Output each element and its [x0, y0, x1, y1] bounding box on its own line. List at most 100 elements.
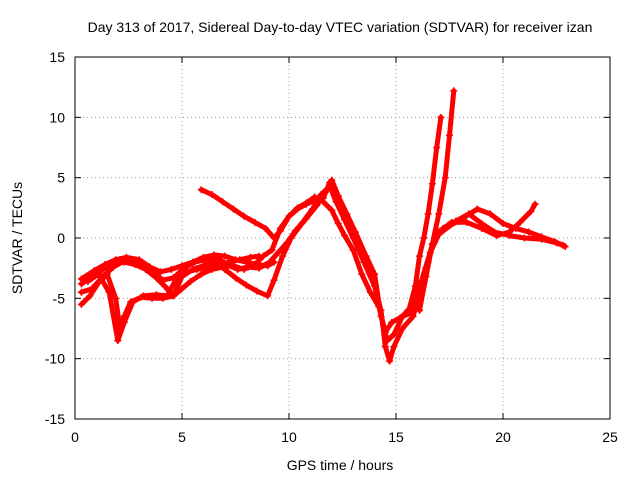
data-point: [486, 210, 494, 218]
y-tick-label: -15: [45, 411, 65, 427]
series-track-g: [416, 87, 458, 314]
data-point: [334, 220, 342, 228]
data-point: [463, 218, 471, 226]
data-point: [478, 224, 486, 232]
x-tick-labels: 0 5 10 15 20 25: [71, 429, 618, 445]
data-point: [550, 238, 558, 246]
data-point: [441, 174, 449, 182]
data-point: [531, 200, 539, 208]
data-point: [520, 234, 528, 242]
data-point: [246, 253, 254, 261]
x-tick-label: 10: [281, 429, 297, 445]
series-track-e: [197, 178, 334, 242]
x-tick-label: 20: [495, 429, 511, 445]
data-point: [210, 251, 218, 259]
data-point: [172, 276, 180, 284]
data-point: [264, 292, 272, 300]
data-point: [110, 263, 118, 271]
data-point: [129, 298, 137, 306]
x-tick-label: 15: [388, 429, 404, 445]
data-point: [294, 205, 302, 213]
data-point: [279, 252, 287, 260]
y-tick-label: 15: [49, 49, 65, 65]
data-point: [371, 270, 379, 278]
data-point: [208, 191, 216, 199]
data-point: [302, 200, 310, 208]
y-tick-label: 5: [57, 170, 65, 186]
data-point: [236, 256, 244, 264]
data-point: [351, 228, 359, 236]
data-point: [499, 220, 507, 228]
x-axis-label: GPS time / hours: [287, 457, 394, 473]
data-point: [167, 265, 175, 273]
data-point: [152, 291, 160, 299]
y-tick-label: -10: [45, 351, 65, 367]
data-point: [204, 263, 212, 271]
data-point: [90, 267, 98, 275]
y-tick-labels: 15 10 5 0 -5 -10 -15: [45, 49, 65, 427]
x-tick-label: 25: [602, 429, 618, 445]
data-point: [84, 277, 92, 285]
y-tick-label: -5: [53, 290, 66, 306]
x-tick-label: 0: [71, 429, 79, 445]
data-point: [199, 253, 207, 261]
data-point: [358, 270, 366, 278]
data-point: [182, 268, 190, 276]
data-point: [240, 265, 248, 273]
data-point: [219, 198, 227, 206]
data-point: [416, 252, 424, 260]
data-point: [525, 228, 533, 236]
data-point: [493, 232, 501, 240]
data-point: [112, 256, 120, 264]
series-line: [417, 88, 457, 313]
data-point: [270, 234, 278, 242]
data-point: [178, 285, 186, 293]
data-point: [274, 248, 282, 256]
data-point: [103, 270, 111, 278]
tick-marks: [74, 56, 611, 420]
data-point: [240, 212, 248, 220]
data-point: [302, 215, 310, 223]
series-track-d: [77, 251, 278, 283]
data-point: [446, 131, 453, 139]
data-point: [105, 288, 113, 296]
data-point: [197, 270, 205, 278]
data-point: [424, 210, 432, 218]
data-point: [225, 258, 233, 266]
data-point: [122, 253, 130, 261]
data-point: [214, 261, 222, 269]
data-point: [428, 240, 436, 248]
data-point: [448, 218, 456, 226]
data-point: [163, 292, 171, 300]
data-point: [255, 252, 263, 260]
data-point: [422, 273, 430, 281]
data-point: [343, 210, 351, 218]
data-point: [538, 233, 546, 241]
data-point: [411, 282, 419, 290]
data-point: [559, 241, 567, 249]
data-point: [473, 205, 481, 213]
data-point: [381, 328, 389, 336]
data-point: [270, 258, 278, 266]
data-point: [253, 287, 261, 295]
data-point: [386, 357, 394, 365]
data-point: [428, 180, 436, 188]
data-point: [362, 252, 370, 260]
data-point: [527, 207, 535, 215]
data-point: [242, 281, 250, 289]
data-point: [398, 325, 406, 332]
data-point: [328, 206, 336, 214]
data-point: [319, 194, 327, 202]
data-point: [433, 144, 441, 151]
data-point: [285, 212, 293, 220]
data-point: [366, 288, 374, 296]
data-point: [313, 201, 321, 209]
data-point: [95, 270, 103, 278]
data-point: [405, 306, 413, 314]
data-point: [383, 337, 391, 345]
y-tick-label: 0: [57, 230, 65, 246]
data-point: [159, 276, 167, 284]
data-point: [416, 306, 424, 314]
data-point: [291, 227, 299, 235]
